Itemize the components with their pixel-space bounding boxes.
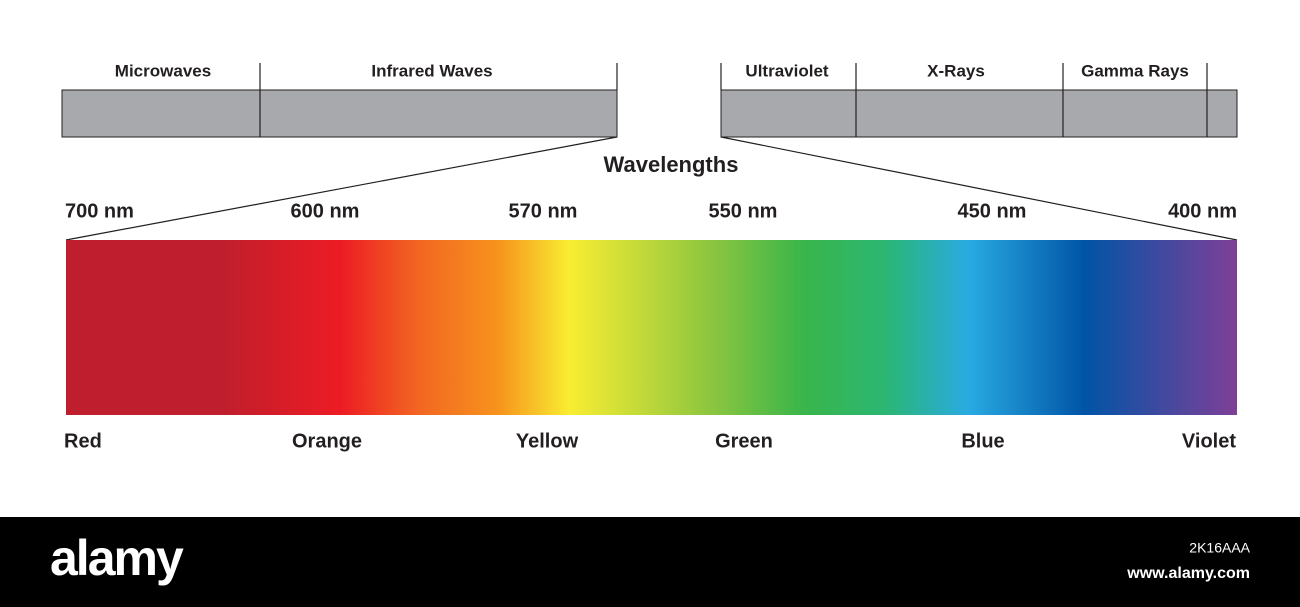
band-bar (720, 89, 1238, 138)
wavelength-label: 400 nm (1168, 200, 1237, 222)
band-bar (61, 89, 618, 138)
wavelength-label: 600 nm (291, 200, 360, 222)
wavelength-label: 450 nm (958, 200, 1027, 222)
title: Wavelengths (604, 152, 739, 177)
band-label: Microwaves (115, 61, 211, 80)
footer-logo: alamy (50, 530, 184, 586)
footer-bar (0, 517, 1300, 607)
color-label: Violet (1182, 430, 1236, 452)
wavelength-label: 700 nm (65, 200, 134, 222)
wavelength-label: 550 nm (709, 200, 778, 222)
band-label: Ultraviolet (745, 61, 828, 80)
wavelength-label: 570 nm (509, 200, 578, 222)
spectrum (66, 240, 1237, 415)
footer-url: www.alamy.com (1126, 565, 1250, 582)
color-label: Yellow (516, 430, 579, 452)
color-label: Red (64, 430, 102, 452)
band-label: Infrared Waves (371, 61, 492, 80)
color-label: Blue (961, 430, 1004, 452)
color-label: Green (715, 430, 773, 452)
dividers (65, 63, 1238, 241)
footer-id: 2K16AAA (1189, 540, 1250, 556)
band-label: X-Rays (927, 61, 985, 80)
color-label: Orange (292, 430, 362, 452)
band-label: Gamma Rays (1081, 61, 1189, 80)
